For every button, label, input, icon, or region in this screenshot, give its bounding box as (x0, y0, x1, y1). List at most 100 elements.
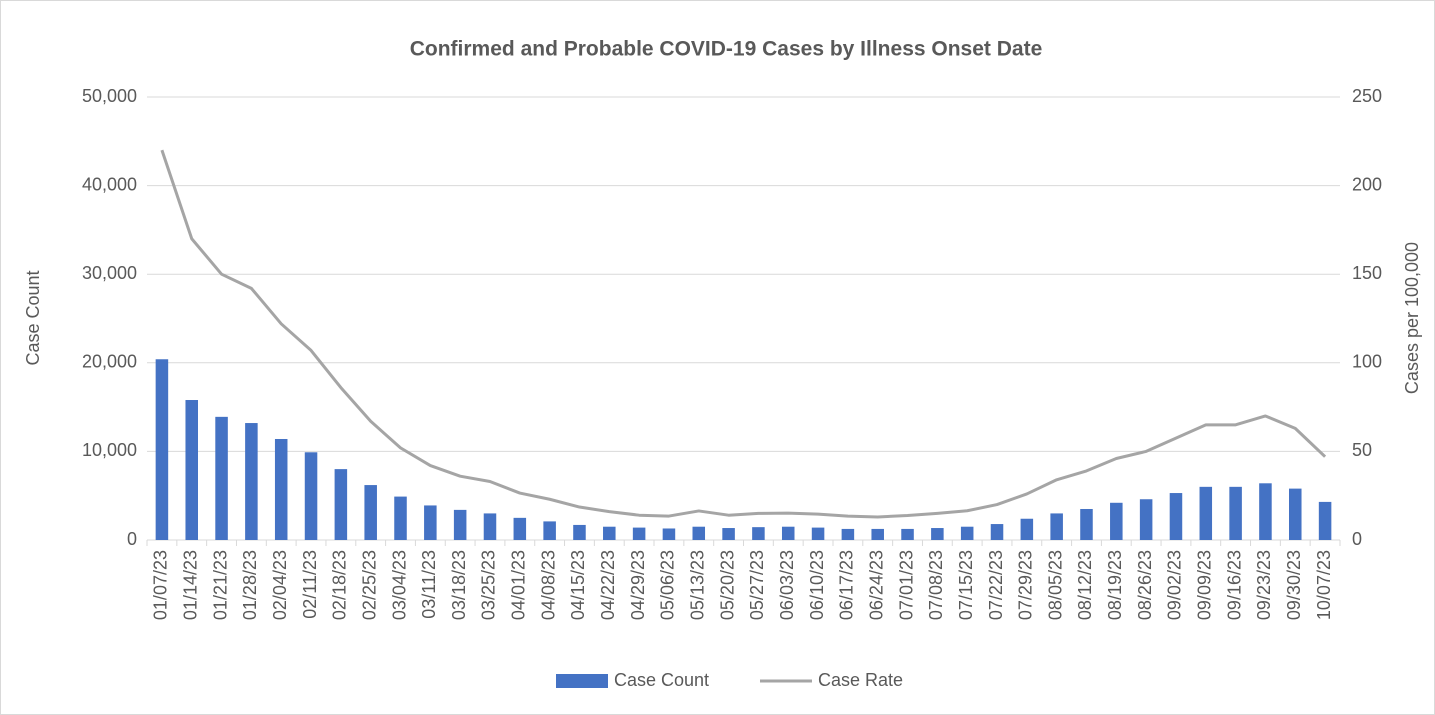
y-tick-label: 50,000 (82, 86, 137, 106)
bar (1080, 508, 1093, 540)
bar (424, 505, 437, 540)
bar (871, 528, 884, 540)
bar (722, 528, 735, 540)
y2-tick-label: 150 (1352, 263, 1382, 283)
legend-label: Case Count (614, 670, 709, 690)
x-tick-label: 01/21/23 (210, 550, 230, 620)
bar (274, 438, 288, 540)
line (160, 149, 1327, 519)
bar (901, 528, 914, 540)
x-tick-label: 04/08/23 (538, 550, 558, 620)
y2-tick-label: 0 (1352, 529, 1362, 549)
x-tick-label: 04/29/23 (628, 550, 648, 620)
x-tick-label: 02/25/23 (359, 550, 379, 620)
x-tick-label: 06/17/23 (837, 550, 857, 620)
bar (185, 400, 199, 540)
x-tick-label: 04/22/23 (598, 550, 618, 620)
y-tick-label: 0 (127, 529, 137, 549)
x-tick-label: 01/28/23 (240, 550, 260, 620)
chart-title: Confirmed and Probable COVID-19 Cases by… (410, 38, 1043, 61)
x-tick-label: 04/01/23 (509, 550, 529, 620)
x-tick-label: 01/14/23 (180, 550, 200, 620)
x-tick-label: 07/08/23 (926, 550, 946, 620)
bar (752, 527, 765, 540)
x-tick-label: 08/19/23 (1105, 550, 1125, 620)
x-tick-label: 07/01/23 (896, 550, 916, 620)
bar (155, 359, 169, 540)
x-tick-label: 03/11/23 (419, 550, 439, 619)
x-tick-label: 09/30/23 (1284, 550, 1304, 620)
bar (960, 526, 974, 540)
bar (1169, 493, 1183, 540)
x-tick-label: 06/24/23 (866, 550, 886, 620)
y-tick-label: 10,000 (82, 440, 137, 460)
bar (1288, 488, 1302, 540)
bar (603, 526, 616, 540)
x-tick-label: 09/23/23 (1254, 550, 1274, 620)
x-tick-label: 10/07/23 (1314, 550, 1334, 620)
x-tick-label: 05/27/23 (747, 550, 767, 620)
x-tick-label: 08/12/23 (1075, 550, 1095, 620)
x-tick-label: 03/04/23 (389, 550, 409, 620)
x-tick-label: 03/18/23 (449, 550, 469, 620)
bar (990, 524, 1004, 540)
bar (811, 527, 825, 540)
bar (334, 469, 348, 540)
x-tick-label: 08/05/23 (1045, 550, 1065, 620)
y2-tick-label: 100 (1352, 352, 1382, 372)
bar (245, 423, 258, 540)
x-tick-label: 09/16/23 (1224, 550, 1244, 620)
bar (215, 416, 228, 540)
x-tick-label: 07/29/23 (1016, 550, 1036, 620)
bar (1229, 486, 1242, 540)
bar (394, 496, 407, 540)
y2-axis-label: Cases per 100,000 (1402, 242, 1422, 394)
bar (1020, 518, 1034, 540)
x-tick-label: 08/26/23 (1135, 550, 1155, 620)
bar (841, 528, 855, 540)
y2-tick-label: 200 (1352, 174, 1382, 194)
x-tick-label: 03/25/23 (479, 550, 499, 620)
y2-tick-label: 250 (1352, 86, 1382, 106)
bar (931, 528, 944, 540)
bar (692, 526, 706, 540)
bar (662, 528, 676, 540)
bar (632, 527, 646, 540)
y-tick-label: 40,000 (82, 174, 137, 194)
x-tick-label: 09/09/23 (1195, 550, 1215, 620)
bar (1050, 513, 1063, 540)
x-tick-label: 02/11/23 (300, 550, 320, 619)
x-tick-label: 05/13/23 (688, 550, 708, 620)
legend-label: Case Rate (818, 670, 903, 690)
y-axis-label: Case Count (23, 270, 43, 365)
x-tick-label: 05/20/23 (717, 550, 737, 620)
bar (364, 485, 377, 540)
y-tick-label: 20,000 (82, 352, 137, 372)
x-tick-label: 02/04/23 (270, 550, 290, 620)
bar (304, 452, 318, 540)
legend-swatch (556, 674, 608, 688)
bar (1110, 502, 1123, 540)
x-tick-label: 07/22/23 (986, 550, 1006, 620)
bar (1318, 501, 1332, 540)
bar (1139, 499, 1153, 540)
x-tick-label: 07/15/23 (956, 550, 976, 620)
bar (781, 526, 795, 540)
x-tick-label: 06/10/23 (807, 550, 827, 620)
y-tick-label: 30,000 (82, 263, 137, 283)
x-tick-label: 04/15/23 (568, 550, 588, 620)
bar (483, 513, 497, 540)
bar (573, 524, 586, 540)
bar (1199, 486, 1213, 540)
x-tick-label: 09/02/23 (1165, 550, 1185, 620)
x-tick-label: 05/06/23 (658, 550, 678, 620)
x-tick-label: 06/03/23 (777, 550, 797, 620)
bar (513, 517, 527, 540)
bar (1259, 483, 1272, 540)
bar (543, 521, 556, 540)
x-tick-label: 01/07/23 (151, 550, 171, 620)
y2-tick-label: 50 (1352, 440, 1372, 460)
x-tick-label: 02/18/23 (330, 550, 350, 620)
